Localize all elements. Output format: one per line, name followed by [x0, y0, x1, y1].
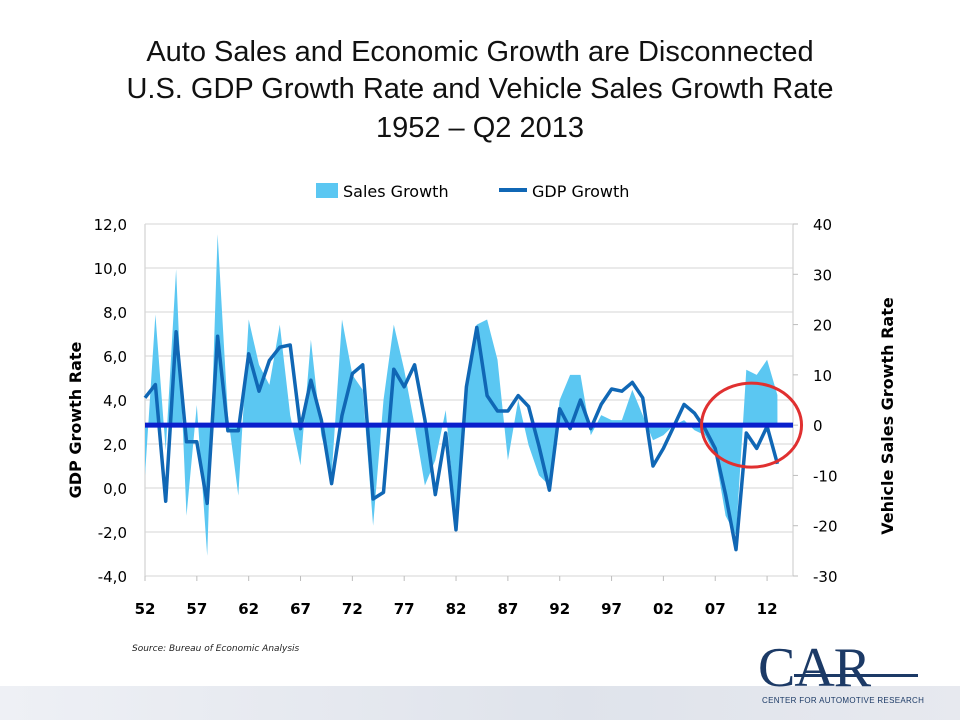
x-tick-label: 82: [446, 600, 467, 618]
sales-growth-area: [145, 234, 778, 556]
legend-label-sales: Sales Growth: [343, 182, 449, 201]
y-tick-label: -2,0: [98, 524, 127, 542]
x-tick-label: 57: [186, 600, 207, 618]
x-tick-label: 62: [238, 600, 259, 618]
y2-tick-label: 30: [813, 266, 832, 284]
sales-growth-area-path: [145, 234, 778, 556]
chart-legend: Sales Growth GDP Growth: [316, 182, 629, 201]
y-tick-label: 2,0: [103, 436, 127, 454]
y-axis-title: GDP Growth Rate: [66, 341, 85, 498]
y2-tick-label: -30: [813, 568, 838, 586]
gdp-growth-line-layer: [143, 325, 780, 552]
y-tick-label: 10,0: [94, 260, 127, 278]
logo-swoosh: [794, 674, 918, 677]
legend-swatch-sales: [316, 183, 338, 198]
logo-text: CAR: [758, 637, 871, 699]
slide-title-line-1: Auto Sales and Economic Growth are Disco…: [146, 36, 814, 68]
logo-subtitle: CENTER FOR AUTOMOTIVE RESEARCH: [762, 696, 925, 705]
slide-title-line-3: 1952 – Q2 2013: [375, 112, 584, 144]
y-axis-right: 40 30 20 10 0 -10 -20 -30: [793, 216, 838, 586]
x-tick-label: 02: [653, 600, 674, 618]
x-axis: 52 57 62 67 72 77 82 87 92 97 02 07 12: [135, 576, 778, 618]
y-axis-left: 12,0 10,0 8,0 6,0 4,0 2,0 0,0 -2,0 -4,0: [94, 216, 127, 586]
y2-tick-label: -10: [813, 467, 838, 485]
y-tick-label: -4,0: [98, 568, 127, 586]
y2-axis-title: Vehicle Sales Growth Rate: [878, 297, 897, 535]
x-tick-label: 92: [549, 600, 570, 618]
x-tick-label: 52: [135, 600, 156, 618]
x-tick-label: 67: [290, 600, 311, 618]
x-tick-label: 97: [601, 600, 622, 618]
x-tick-label: 07: [705, 600, 726, 618]
y-tick-label: 0,0: [103, 480, 127, 498]
x-tick-label: 87: [497, 600, 518, 618]
y2-tick-label: -20: [813, 518, 838, 536]
x-tick-label: 77: [394, 600, 415, 618]
car-logo: CAR CENTER FOR AUTOMOTIVE RESEARCH: [758, 637, 924, 710]
y-tick-label: 8,0: [103, 304, 127, 322]
y2-tick-label: 10: [813, 367, 832, 385]
legend-label-gdp: GDP Growth: [532, 182, 629, 201]
highlight-layer: [700, 381, 804, 469]
footer-band: [0, 686, 960, 720]
y-tick-label: 4,0: [103, 392, 127, 410]
slide-title-line-2: U.S. GDP Growth Rate and Vehicle Sales G…: [126, 73, 834, 105]
x-tick-label: 12: [757, 600, 778, 618]
gdp-growth-line: [143, 325, 780, 552]
source-note: Source: Bureau of Economic Analysis: [132, 644, 300, 654]
y2-tick-label: 20: [813, 317, 832, 335]
y-tick-label: 12,0: [94, 216, 127, 234]
x-tick-label: 72: [342, 600, 363, 618]
y-tick-label: 6,0: [103, 348, 127, 366]
y2-tick-label: 0: [813, 417, 823, 435]
y2-tick-label: 40: [813, 216, 832, 234]
highlight-circle: [700, 381, 804, 469]
